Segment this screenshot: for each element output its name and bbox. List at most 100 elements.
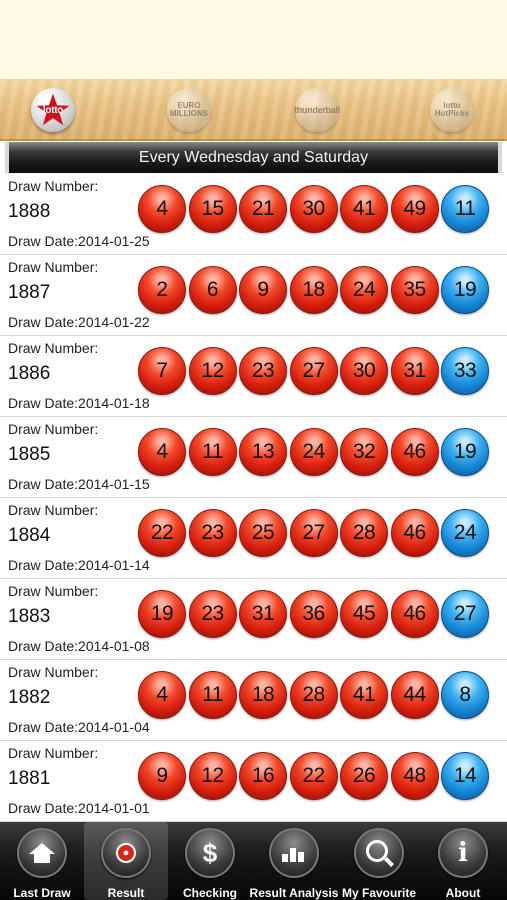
main-ball: 11: [188, 671, 237, 719]
tab-my-favourite[interactable]: My Favourite: [337, 822, 421, 900]
main-ball: 45: [340, 590, 388, 638]
draw-date-value: 2014-01-25: [78, 233, 150, 249]
thunderball-logo-disc: thunderball: [294, 88, 340, 132]
draw-date: Draw Date:2014-01-18: [8, 395, 150, 411]
draw-date-value: 2014-01-15: [78, 476, 150, 492]
draw-row[interactable]: Draw Number: 1881 Draw Date:2014-01-01 9 12 1…: [0, 741, 507, 822]
draw-number: 1883: [8, 606, 51, 627]
draw-row[interactable]: Draw Number: 1883 Draw Date:2014-01-08 19 23…: [0, 579, 507, 660]
main-ball: 24: [289, 428, 338, 476]
main-ball: 41: [340, 671, 388, 719]
main-ball: 26: [340, 752, 388, 800]
draw-number: 1881: [8, 768, 51, 789]
tab-result[interactable]: ● Result: [84, 822, 168, 900]
main-ball: 11: [188, 428, 237, 476]
draw-number: 1882: [8, 687, 51, 708]
tab-about[interactable]: i About: [421, 822, 505, 900]
tab-label: My Favourite: [341, 886, 416, 900]
draw-row[interactable]: Draw Number: 1888 Draw Date:2014-01-25 4 15 2…: [0, 174, 507, 255]
lotto-logo-text: lotto: [42, 104, 64, 116]
tab-label: Result: [107, 886, 145, 900]
main-ball: 28: [340, 509, 388, 557]
game-lotto-button[interactable]: lotto: [29, 86, 77, 134]
draw-number-label: Draw Number:: [8, 502, 99, 518]
draw-date-value: 2014-01-22: [78, 314, 150, 330]
draw-number-label: Draw Number:: [8, 421, 99, 437]
main-ball: 12: [188, 752, 237, 800]
main-ball: 46: [390, 590, 439, 638]
tab-result-analysis[interactable]: Result Analysis: [250, 822, 338, 900]
bonus-ball: 19: [441, 266, 489, 314]
home-icon: [17, 828, 67, 878]
main-ball: 32: [340, 428, 388, 476]
main-ball: 13: [239, 428, 287, 476]
game-hotpicks-button[interactable]: lotto HotPicks: [428, 86, 476, 134]
main-ball: 9: [138, 752, 186, 800]
main-ball: 46: [390, 509, 439, 557]
draw-number-label: Draw Number:: [8, 178, 99, 194]
draw-date-prefix: Draw Date:: [8, 476, 79, 492]
draw-date: Draw Date:2014-01-14: [8, 557, 150, 573]
draw-date-value: 2014-01-01: [78, 800, 150, 816]
draw-number-label: Draw Number:: [8, 340, 99, 356]
main-ball: 23: [239, 347, 287, 395]
main-ball: 23: [188, 590, 237, 638]
bonus-ball: 19: [441, 428, 489, 476]
draw-date-prefix: Draw Date:: [8, 314, 79, 330]
draw-date-prefix: Draw Date:: [8, 233, 79, 249]
main-ball: 16: [239, 752, 287, 800]
game-thunderball-button[interactable]: thunderball: [293, 86, 341, 134]
main-ball: 27: [289, 509, 338, 557]
result-icon: ●: [101, 828, 151, 878]
search-icon: [354, 828, 404, 878]
draw-date: Draw Date:2014-01-22: [8, 314, 150, 330]
tab-label: About: [445, 886, 481, 900]
schedule-title: Every Wednesday and Saturday: [5, 142, 502, 173]
draw-number-label: Draw Number:: [8, 745, 99, 761]
draw-number: 1885: [8, 444, 51, 465]
draw-date-prefix: Draw Date:: [8, 557, 79, 573]
main-ball: 18: [239, 671, 287, 719]
draw-number: 1888: [8, 201, 51, 222]
draw-date-prefix: Draw Date:: [8, 395, 79, 411]
top-blank-area: [0, 0, 507, 79]
wood-texture: [0, 79, 507, 141]
bonus-ball: 33: [441, 347, 489, 395]
tab-label: Result Analysis: [249, 886, 339, 900]
bonus-ball: 24: [441, 509, 489, 557]
tab-label: Last Draw: [13, 886, 71, 900]
main-ball: 18: [289, 266, 338, 314]
draw-date-prefix: Draw Date:: [8, 638, 79, 654]
draw-row[interactable]: Draw Number: 1886 Draw Date:2014-01-18 7 12 2…: [0, 336, 507, 417]
main-ball: 2: [138, 266, 186, 314]
draw-date-value: 2014-01-08: [78, 638, 150, 654]
main-ball: 19: [138, 590, 186, 638]
draw-row[interactable]: Draw Number: 1884 Draw Date:2014-01-14 22 23…: [0, 498, 507, 579]
game-euromillions-button[interactable]: EURO MILLIONS: [165, 86, 213, 134]
draw-row[interactable]: Draw Number: 1882 Draw Date:2014-01-04 4 11 1…: [0, 660, 507, 741]
draw-row[interactable]: Draw Number: 1885 Draw Date:2014-01-15 4 11 1…: [0, 417, 507, 498]
tab-last-draw[interactable]: Last Draw: [0, 822, 84, 900]
tab-checking[interactable]: $ Checking: [168, 822, 252, 900]
main-ball: 48: [390, 752, 439, 800]
main-ball: 9: [239, 266, 287, 314]
lotto-star-icon: lotto: [36, 93, 70, 126]
bonus-ball: 14: [441, 752, 489, 800]
thunderball-logo-text: thunderball: [294, 105, 340, 115]
draw-number: 1887: [8, 282, 51, 303]
draw-date-value: 2014-01-14: [78, 557, 150, 573]
main-ball: 44: [390, 671, 439, 719]
main-ball: 22: [289, 752, 338, 800]
main-ball: 4: [138, 671, 186, 719]
main-ball: 4: [138, 428, 186, 476]
main-ball: 35: [390, 266, 439, 314]
draw-row[interactable]: Draw Number: 1887 Draw Date:2014-01-22 2 6 9 1…: [0, 255, 507, 336]
euromillions-logo-text: EURO MILLIONS: [169, 101, 209, 118]
main-ball: 4: [138, 185, 186, 233]
draw-number: 1886: [8, 363, 51, 384]
bonus-ball: 11: [441, 185, 489, 233]
bottom-tab-bar: Last Draw ● Result $ Checking Result Analysis…: [0, 822, 507, 900]
main-ball: 46: [390, 428, 439, 476]
draw-date: Draw Date:2014-01-01: [8, 800, 150, 816]
main-ball: 24: [340, 266, 388, 314]
